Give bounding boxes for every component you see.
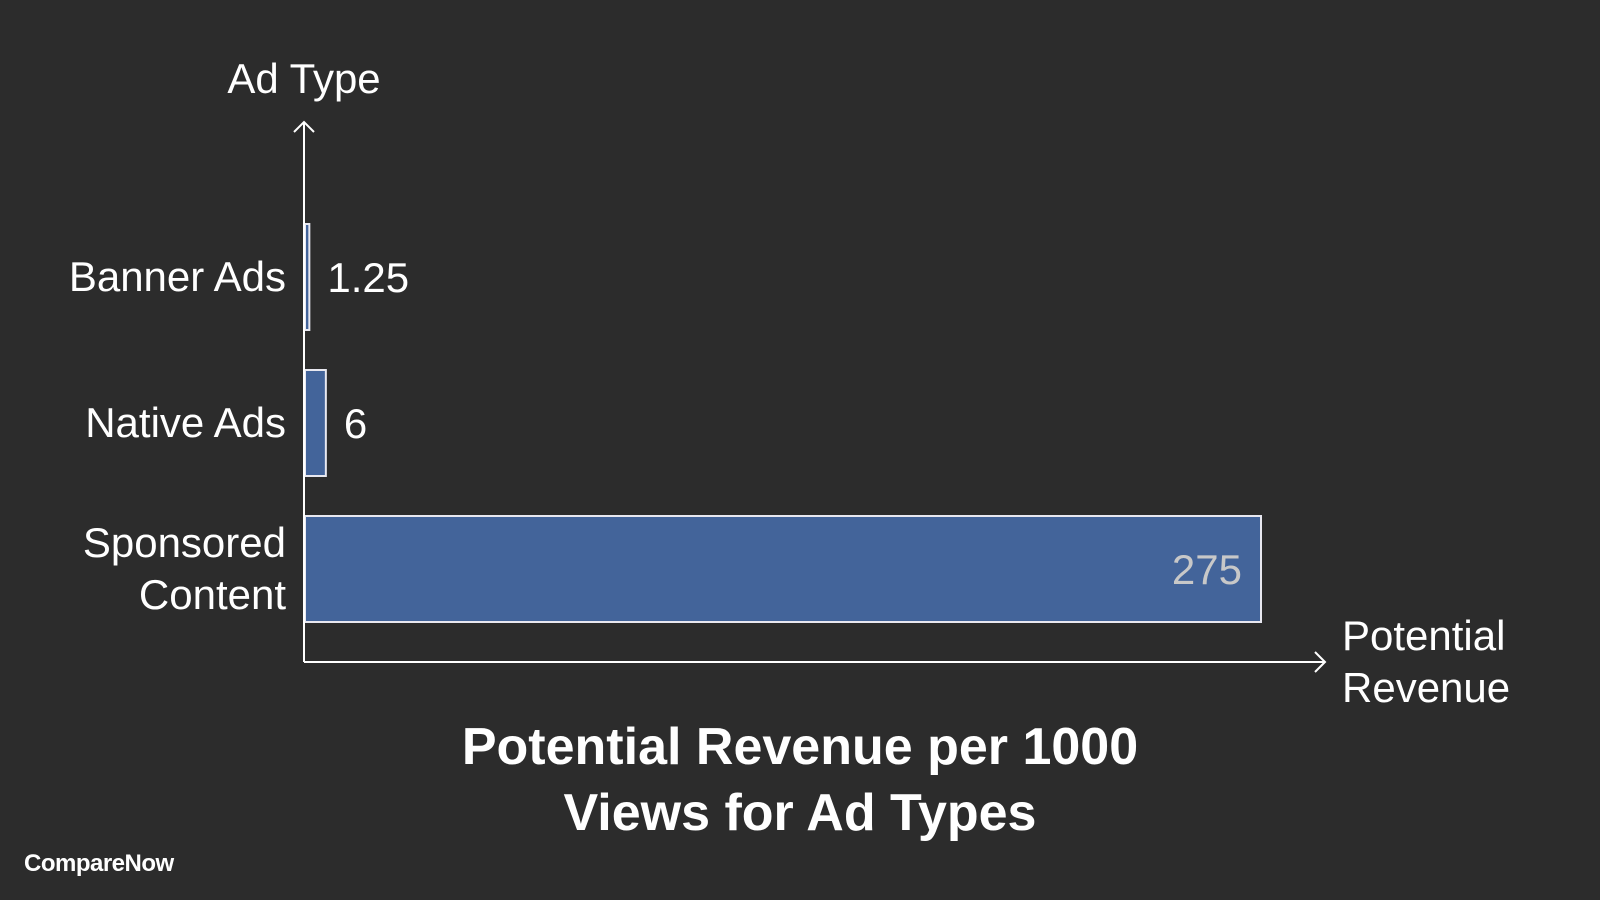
category-label-0-line-0: Banner Ads: [69, 253, 286, 300]
y-axis-arrow: [293, 120, 315, 133]
bar-2: [304, 515, 1262, 623]
data-label-1: 6: [344, 400, 367, 447]
chart-title: Potential Revenue per 1000 Views for Ad …: [400, 714, 1200, 846]
y-axis-label: Ad Type: [227, 55, 380, 102]
x-axis-arrow: [1314, 651, 1327, 673]
category-label-2-line-1: Content: [139, 571, 286, 618]
chart-title-line-2: Views for Ad Types: [563, 784, 1037, 842]
data-label-2: 275: [1172, 546, 1242, 593]
category-label-2: Sponsored Content: [83, 519, 286, 618]
chart-title-line-1: Potential Revenue per 1000: [461, 718, 1139, 776]
data-label-0: 1.25: [327, 254, 409, 301]
brand-logo: CompareNow: [24, 850, 174, 877]
category-label-1-line-0: Native Ads: [85, 399, 286, 446]
bar-0: [304, 223, 311, 331]
x-axis-label-line-0: Potential: [1342, 612, 1505, 659]
category-label-2-line-0: Sponsored: [83, 519, 286, 566]
category-label-1: Native Ads: [85, 399, 286, 446]
x-axis-label-line-1: Revenue: [1342, 664, 1510, 711]
x-axis-label: Potential Revenue: [1342, 612, 1510, 711]
category-label-0: Banner Ads: [69, 253, 286, 300]
bar-1: [304, 369, 327, 477]
